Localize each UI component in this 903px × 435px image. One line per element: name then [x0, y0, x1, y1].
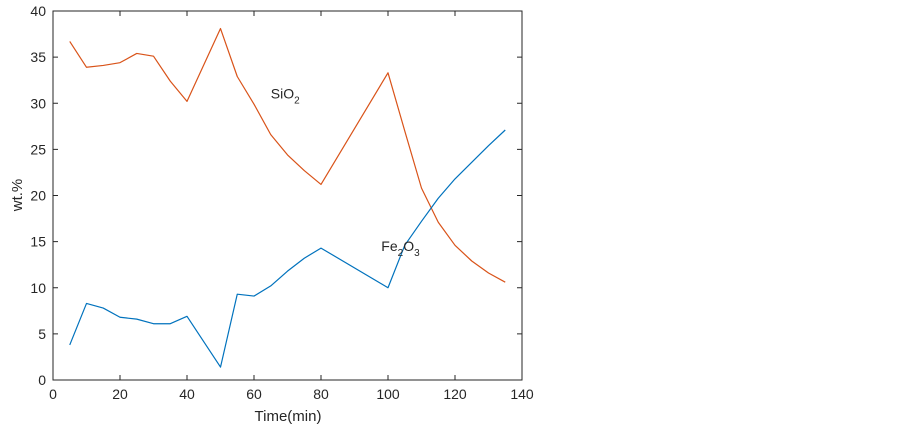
y-tick-label: 15 — [30, 234, 46, 250]
x-tick-label: 120 — [443, 386, 467, 402]
x-tick-label: 40 — [179, 386, 195, 402]
series-label-sio2: SiO2 — [271, 86, 300, 107]
y-tick-label: 10 — [30, 280, 46, 296]
x-tick-label: 60 — [246, 386, 262, 402]
y-tick-label: 0 — [38, 372, 46, 388]
x-tick-label: 80 — [313, 386, 329, 402]
x-axis-label: Time(min) — [255, 408, 322, 425]
y-tick-label: 20 — [30, 188, 46, 204]
series-label-fe2o3: Fe2O3 — [381, 238, 420, 259]
y-tick-label: 30 — [30, 95, 46, 111]
y-tick-label: 25 — [30, 141, 46, 157]
x-tick-label: 140 — [510, 386, 534, 402]
x-tick-label: 20 — [112, 386, 128, 402]
y-axis-label: wt.% — [9, 179, 26, 213]
y-tick-label: 5 — [38, 326, 46, 342]
x-tick-label: 100 — [376, 386, 400, 402]
plot-area — [53, 11, 522, 380]
x-tick-label: 0 — [49, 386, 57, 402]
y-tick-label: 40 — [30, 3, 46, 19]
y-tick-label: 35 — [30, 49, 46, 65]
series-line-sio2 — [69, 27, 506, 283]
series-line-fe2o3 — [69, 129, 506, 368]
